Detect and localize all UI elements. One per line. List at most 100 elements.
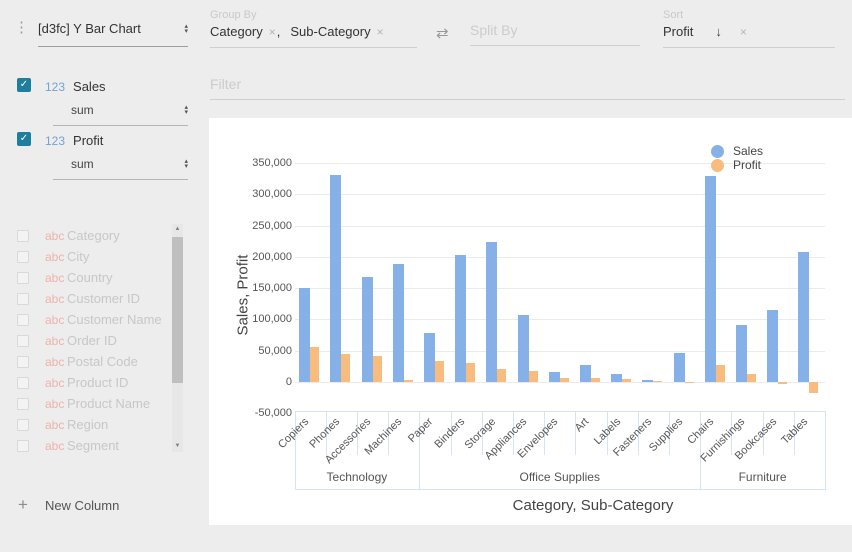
bar-profit-machines [404,380,413,382]
select-arrows-icon: ▴▾ [184,105,188,115]
checkbox-unchecked[interactable] [17,419,29,431]
checkbox-unchecked[interactable] [17,335,29,347]
legend-item-sales[interactable]: Sales [711,144,763,158]
column-row[interactable]: abcOrder ID [17,330,167,351]
checkbox-unchecked[interactable] [17,356,29,368]
y-tick-label: 150,000 [209,282,292,294]
column-row[interactable]: abcCountry [17,267,167,288]
drag-handle-kebab-icon[interactable]: ⋮ [14,20,29,35]
legend-label: Sales [733,144,763,158]
gridline [295,319,826,320]
checkbox-unchecked[interactable] [17,272,29,284]
bar-profit-fasteners [653,381,662,382]
y-tick-label: 50,000 [209,345,292,357]
column-type-numeric: 123 [45,134,65,148]
bar-sales-furnishings [736,325,747,382]
group-by-field[interactable]: Category×, Sub-Category× [210,24,417,48]
bar-sales-fasteners [642,380,653,382]
legend-item-profit[interactable]: Profit [711,158,761,172]
column-name: Postal Code [67,354,138,369]
checkbox-unchecked[interactable] [17,377,29,389]
group-separator [825,411,826,489]
sort-descending-icon[interactable]: ↓ [715,24,722,39]
new-column-button[interactable]: + New Column [18,495,119,515]
column-name: Profit [73,133,103,148]
bar-sales-machines [393,264,404,383]
gridline [295,194,826,195]
gridline [295,226,826,227]
scrollbar-thumb[interactable] [172,237,183,383]
sort-remove-icon[interactable]: × [740,25,747,39]
bar-sales-storage [486,242,497,382]
bar-profit-envelopes [560,378,569,382]
column-row[interactable]: abcCategory [17,225,167,246]
tag-remove-icon[interactable]: × [377,25,384,39]
column-name: Region [67,417,108,432]
checkbox-profit[interactable]: ✓ [17,132,31,146]
chart-type-select[interactable]: [d3fc] Y Bar Chart ▴▾ [38,21,188,47]
aggregate-select-profit[interactable]: sum ▴▾ [53,157,188,180]
checkbox-unchecked[interactable] [17,398,29,410]
column-name: Country [67,270,113,285]
checkbox-unchecked[interactable] [17,314,29,326]
column-row[interactable]: abcRegion [17,414,167,435]
column-name: Product ID [67,375,128,390]
column-name: Product Name [67,396,150,411]
filter-input[interactable] [210,74,845,100]
gridline [295,257,826,258]
bar-sales-art [580,365,591,382]
checkbox-unchecked[interactable] [17,440,29,452]
column-row[interactable]: abcCustomer Name [17,309,167,330]
column-name: Segment [67,438,119,453]
column-row[interactable]: abcSegment [17,435,167,456]
new-column-label: New Column [45,498,119,513]
column-type-string: abc [45,376,67,390]
active-column-sales[interactable]: 123 Sales [45,79,106,94]
split-by-field[interactable] [470,20,640,46]
select-arrows-icon: ▴▾ [184,24,188,34]
column-row[interactable]: abcCustomer ID [17,288,167,309]
split-by-input[interactable] [470,20,640,46]
swap-icon[interactable]: ⇄ [436,24,449,42]
group-by-tag[interactable]: Sub-Category× [290,24,383,39]
column-row[interactable]: abcProduct ID [17,372,167,393]
gridline [295,382,826,383]
column-type-string: abc [45,439,67,453]
filter-field[interactable] [210,74,845,100]
bar-sales-supplies [674,353,685,382]
column-type-string: abc [45,418,67,432]
column-row[interactable]: abcProduct Name [17,393,167,414]
bar-sales-binders [455,255,466,382]
aggregate-select-sales[interactable]: sum ▴▾ [53,103,188,126]
bar-sales-phones [330,175,341,382]
active-column-profit[interactable]: 123 Profit [45,133,103,148]
bar-profit-copiers [310,347,319,382]
checkbox-unchecked[interactable] [17,230,29,242]
x-axis-bottom-border [295,489,827,490]
column-name: Customer ID [67,291,140,306]
y-tick-label: -50,000 [209,407,292,419]
checkbox-unchecked[interactable] [17,293,29,305]
column-list-scrollbar[interactable]: ▲ ▼ [172,224,183,452]
tag-remove-icon[interactable]: × [269,25,276,39]
tag-separator: , [277,24,281,39]
y-tick-label: 300,000 [209,188,292,200]
column-row[interactable]: abcPostal Code [17,351,167,372]
legend-dot-icon [711,145,724,158]
scroll-down-icon[interactable]: ▼ [172,441,183,452]
sort-field[interactable]: Profit ↓ × [663,24,835,48]
chart-type-value: [d3fc] Y Bar Chart [38,21,141,36]
sort-value[interactable]: Profit [663,24,693,39]
group-by-tag[interactable]: Category× [210,24,276,39]
bar-sales-envelopes [549,372,560,382]
column-row[interactable]: abcCity [17,246,167,267]
y-tick-label: 0 [209,376,292,388]
checkbox-unchecked[interactable] [17,251,29,263]
column-type-string: abc [45,271,67,285]
column-name: Order ID [67,333,117,348]
bar-profit-storage [497,369,506,382]
column-type-string: abc [45,292,67,306]
bar-profit-art [591,378,600,382]
checkbox-sales[interactable]: ✓ [17,78,31,92]
scroll-up-icon[interactable]: ▲ [172,224,183,235]
